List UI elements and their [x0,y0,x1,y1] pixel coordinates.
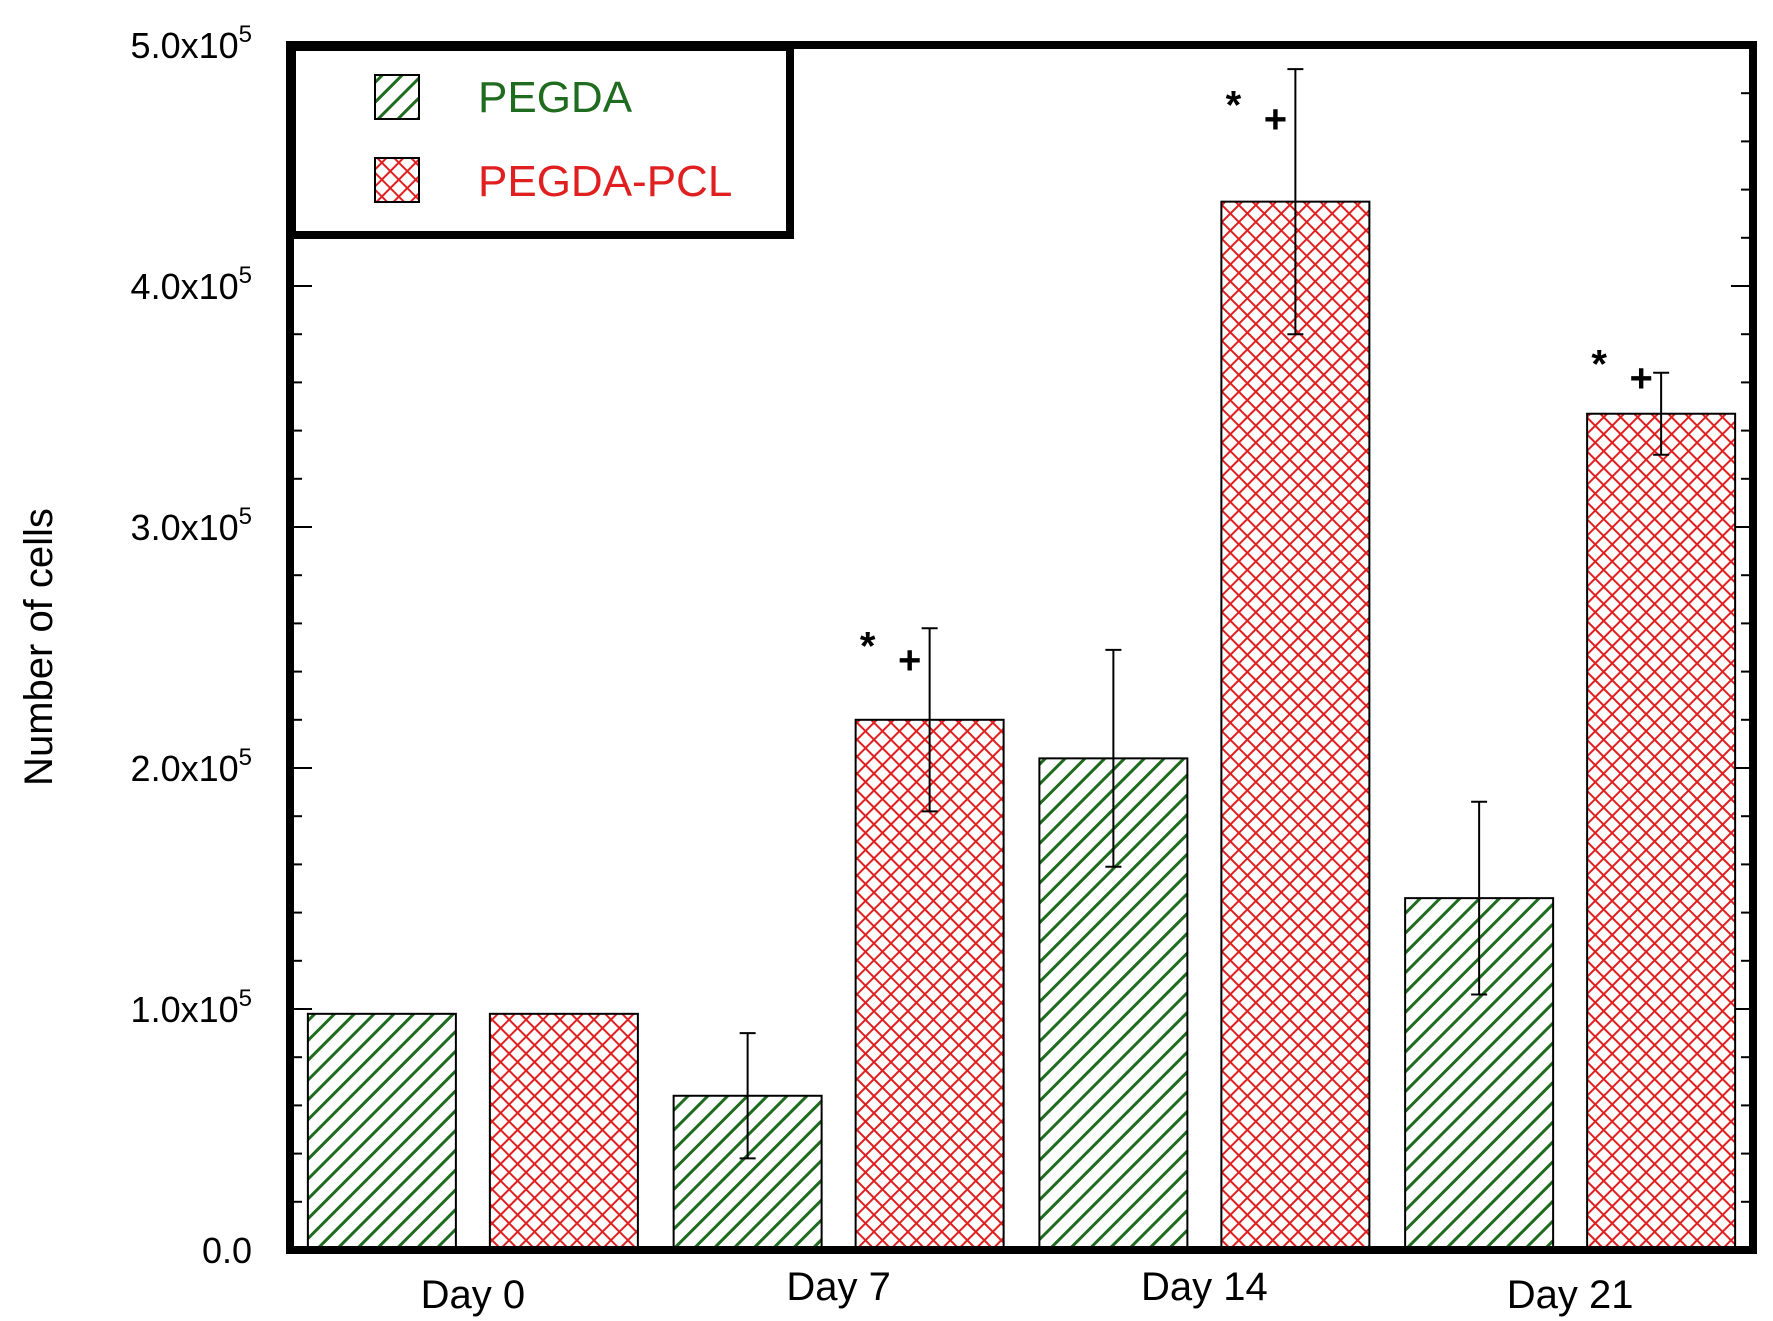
y-axis-title: Number of cells [17,508,61,786]
y-tick-label: 2.0x105 [131,744,252,789]
significance-star: * [1226,84,1242,128]
legend-label-pegda: PEGDA [478,73,633,122]
y-tick-label: 3.0x105 [131,503,252,548]
y-tick-exponent: 5 [239,262,252,289]
bars-group [306,200,1737,1252]
y-tick-label: 5.0x105 [131,21,252,66]
legend: PEGDA PEGDA-PCL [288,43,794,239]
legend-swatch-pegda-pcl [374,157,420,203]
significance-plus: + [1629,357,1652,401]
significance-marks: * + * + * + [860,84,1653,683]
legend-swatch-pegda [374,74,420,120]
significance-star: * [1591,343,1607,387]
bar-pegda-pcl-day-0 [488,1012,639,1251]
x-category-label: Day 14 [1141,1265,1268,1309]
error-bars-group [739,68,1670,1160]
bar-pegda-pcl-day-14 [1220,200,1371,1251]
x-category-label: Day 0 [421,1273,526,1317]
y-tick-exponent: 5 [239,744,252,771]
significance-plus: + [898,638,921,682]
plot-frame [286,41,1757,1254]
significance-plus: + [1264,98,1287,142]
x-category-label: Day 21 [1507,1273,1634,1317]
legend-label-pegda-pcl: PEGDA-PCL [478,157,732,206]
y-tick-label: 1.0x105 [131,985,252,1030]
y-tick-exponent: 5 [239,503,252,530]
significance-star: * [860,624,876,668]
y-tick-label: 0.0 [202,1230,252,1271]
x-category-label: Day 7 [786,1265,891,1309]
bar-pegda-pcl-day-21 [1586,412,1737,1252]
x-category-labels: Day 0 Day 7 Day 14 Day 21 [421,1265,1634,1317]
y-tick-labels: 0.0 1.0x105 2.0x105 3.0x105 4.0x105 5.0x105 [131,21,252,1271]
y-tick-label: 4.0x105 [131,262,252,307]
y-tick-exponent: 5 [239,21,252,48]
y-tick-exponent: 5 [239,985,252,1012]
bar-pegda-day-0 [306,1012,457,1251]
